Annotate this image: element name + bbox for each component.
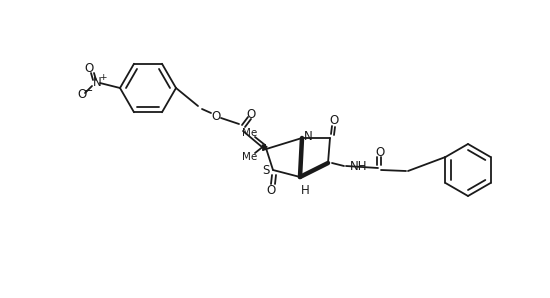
Text: S: S bbox=[262, 164, 270, 176]
Text: O: O bbox=[246, 108, 256, 120]
Text: O: O bbox=[266, 184, 276, 196]
Text: −: − bbox=[84, 86, 94, 96]
Text: H: H bbox=[301, 184, 309, 198]
Text: O: O bbox=[211, 109, 221, 122]
Text: N: N bbox=[304, 130, 312, 142]
Text: NH: NH bbox=[350, 161, 367, 173]
Text: O: O bbox=[78, 89, 87, 102]
Text: Me: Me bbox=[243, 128, 257, 138]
Text: O: O bbox=[375, 145, 384, 159]
Text: Me: Me bbox=[243, 152, 257, 162]
Text: O: O bbox=[329, 114, 339, 128]
Text: O: O bbox=[84, 61, 94, 74]
Text: +: + bbox=[99, 74, 107, 83]
Text: N: N bbox=[92, 77, 101, 89]
